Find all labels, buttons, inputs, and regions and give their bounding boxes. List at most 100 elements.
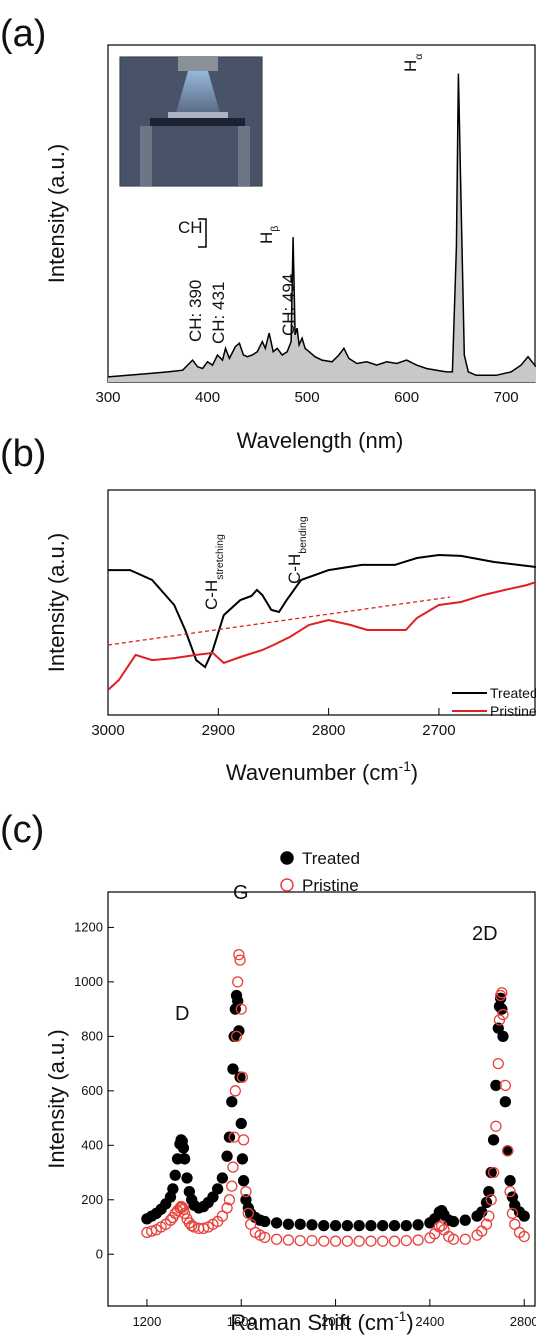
data-point — [459, 1233, 471, 1245]
data-point — [504, 1175, 516, 1187]
data-point — [318, 1220, 330, 1232]
data-point — [282, 1218, 295, 1230]
data-point — [176, 1201, 188, 1214]
data-point — [412, 1219, 424, 1231]
annotation: CH: 494 — [279, 274, 298, 336]
data-point — [235, 1117, 247, 1130]
x-tick-label: 300 — [95, 389, 120, 406]
x-tick-label: 1600 — [227, 1314, 256, 1329]
ch-bracket — [198, 218, 207, 248]
data-point — [223, 1194, 236, 1206]
x-tick-label: 2800 — [510, 1314, 536, 1329]
data-point — [499, 1096, 511, 1108]
data-point — [506, 1207, 519, 1220]
data-point — [447, 1215, 460, 1228]
annotation-part: C-H — [285, 554, 304, 584]
spectrum-line — [107, 73, 536, 378]
data-point — [270, 1233, 283, 1245]
x-axis-title-part: -1 — [399, 759, 411, 774]
data-point — [518, 1230, 530, 1243]
legend-label: Pristine — [302, 876, 359, 895]
data-point — [388, 1235, 401, 1247]
annotation-part: β — [269, 226, 281, 232]
annotation-part: H — [257, 232, 276, 244]
x-axis-title: Wavenumber (cm-1) — [226, 759, 418, 785]
data-point — [490, 1079, 502, 1092]
data-point — [487, 1166, 500, 1179]
x-axis-title-part: ) — [411, 760, 418, 785]
x-axis-title-part: Raman Shift (cm — [230, 1310, 394, 1335]
y-axis-title: Intensity (a.u.) — [44, 533, 69, 672]
data-point — [237, 1175, 250, 1187]
data-point — [365, 1220, 377, 1232]
data-point — [181, 1172, 193, 1184]
annotation-part: CH: 390 — [186, 280, 205, 342]
annotation-part: α — [413, 54, 425, 60]
annotation-part: CH — [178, 218, 203, 237]
data-point — [518, 1210, 530, 1222]
panel-label: (a) — [0, 13, 46, 55]
data-point — [221, 1150, 233, 1162]
annotation-part: D — [175, 1003, 189, 1025]
legend-marker — [280, 851, 294, 865]
data-point — [499, 1079, 511, 1092]
data-point — [490, 1120, 502, 1132]
legend-label: Treated — [302, 849, 360, 868]
data-point — [306, 1219, 318, 1231]
x-axis-title-part: -1 — [394, 1309, 406, 1324]
data-point — [497, 1030, 509, 1043]
panel-label: (c) — [0, 809, 44, 851]
x-tick-label: 2700 — [422, 722, 455, 739]
data-point — [502, 1145, 514, 1157]
data-point — [400, 1234, 412, 1247]
data-point — [485, 1194, 497, 1206]
data-point — [329, 1220, 342, 1232]
annotation-part: CH: 431 — [209, 282, 228, 344]
data-point — [497, 1008, 509, 1021]
plot-frame — [107, 891, 536, 1307]
x-axis-title: Wavelength (nm) — [237, 428, 404, 453]
data-point — [177, 1142, 190, 1154]
data-point — [212, 1183, 224, 1195]
x-tick-label: 3000 — [91, 722, 124, 739]
legend-label: Pristine — [490, 703, 536, 719]
annotation-part: CH: 494 — [279, 274, 298, 336]
annotation-part: bending — [297, 516, 309, 554]
data-point — [341, 1220, 353, 1232]
data-point — [306, 1234, 318, 1247]
data-point — [480, 1218, 493, 1230]
y-axis-title: Intensity (a.u.) — [44, 144, 69, 283]
data-point — [487, 1134, 500, 1146]
data-point — [240, 1185, 252, 1198]
data-point — [377, 1220, 389, 1232]
data-point — [294, 1218, 306, 1230]
y-tick-label: 400 — [81, 1137, 103, 1152]
series-line — [108, 553, 536, 669]
data-point — [233, 948, 245, 961]
x-tick-label: 500 — [295, 389, 320, 406]
data-point — [226, 1096, 238, 1108]
data-point — [329, 1235, 342, 1247]
annotation-part: H — [401, 60, 420, 72]
data-point — [175, 1200, 187, 1213]
inset-photo — [119, 56, 263, 187]
data-point — [245, 1218, 257, 1230]
data-point — [412, 1234, 424, 1246]
data-point — [233, 1025, 245, 1037]
data-point — [232, 976, 244, 988]
data-point — [318, 1235, 330, 1247]
data-point — [483, 1185, 495, 1198]
data-point — [235, 1003, 247, 1015]
x-tick-label: 1200 — [132, 1314, 161, 1329]
annotation: C-Hstretching — [202, 534, 226, 610]
x-tick-label: 2800 — [312, 722, 345, 739]
data-point — [227, 1063, 239, 1075]
data-point — [447, 1233, 460, 1245]
annotation-part: stretching — [214, 534, 226, 580]
legend-label: Treated — [490, 685, 536, 701]
legend-marker — [280, 878, 294, 892]
data-point — [492, 1022, 504, 1034]
x-tick-label: 400 — [195, 389, 220, 406]
data-point — [216, 1172, 229, 1184]
